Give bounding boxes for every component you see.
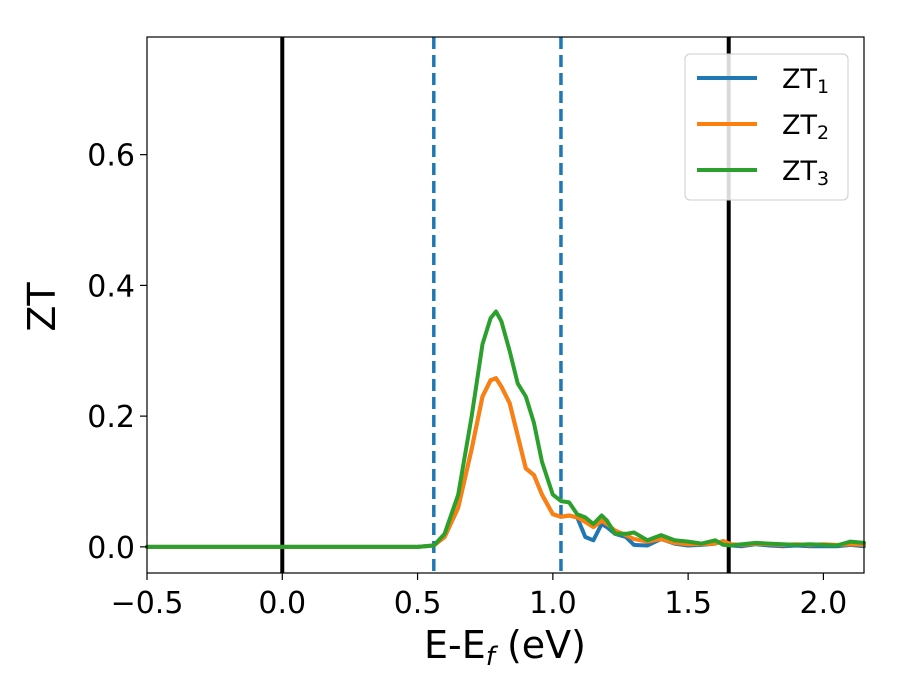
legend-box xyxy=(684,53,849,201)
plot-frame xyxy=(146,36,865,574)
legend-label-zt3: ZT3 xyxy=(782,156,829,190)
x-tick-label: 1.5 xyxy=(664,586,712,621)
legend-label-zt2: ZT2 xyxy=(782,110,829,144)
series-lines xyxy=(145,309,866,549)
x-tick-label: −0.5 xyxy=(111,586,184,621)
series-line-zt1 xyxy=(145,376,866,549)
series-line-zt2 xyxy=(145,376,866,549)
axis-ticks: −0.5 0.0 0.5 1.0 1.5 2.0 0.0 0.2 0.4 0.6 xyxy=(87,139,847,621)
y-axis-label: ZT xyxy=(20,282,64,332)
legend-label-zt1: ZT1 xyxy=(782,64,829,98)
x-tick-label: 1.0 xyxy=(529,586,577,621)
y-tick-label: 0.6 xyxy=(87,139,135,174)
x-axis-label: E-Ef (eV) xyxy=(424,623,586,672)
series-line-zt3 xyxy=(145,309,866,549)
y-tick-label: 0.2 xyxy=(87,400,135,435)
x-tick-label: 2.0 xyxy=(800,586,848,621)
legend: ZT1 ZT2 ZT3 xyxy=(684,53,849,201)
y-tick-label: 0.0 xyxy=(87,531,135,566)
y-tick-label: 0.4 xyxy=(87,269,135,304)
x-tick-label: 0.5 xyxy=(394,586,442,621)
x-tick-label: 0.0 xyxy=(258,586,306,621)
reference-lines xyxy=(280,37,731,573)
